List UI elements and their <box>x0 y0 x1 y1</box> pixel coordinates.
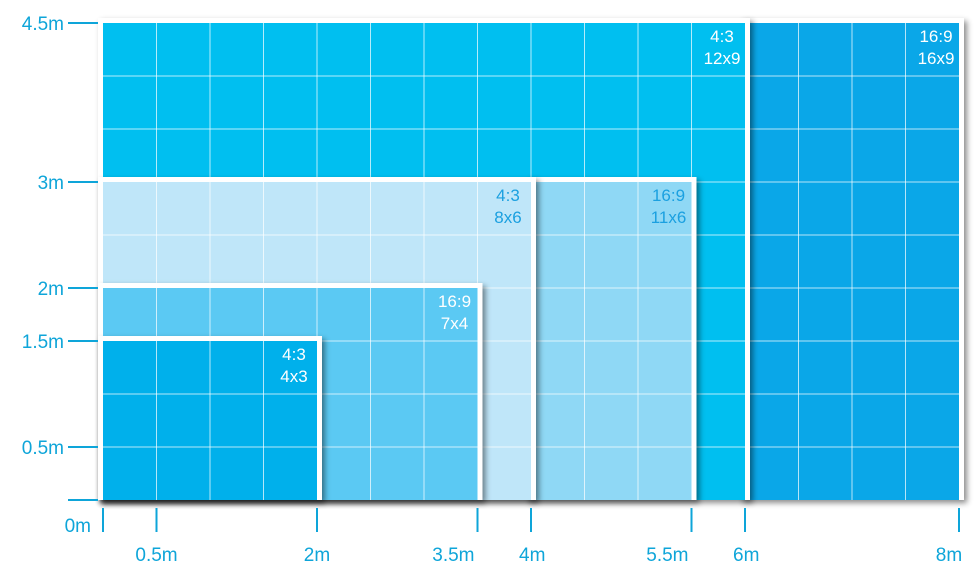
y-tick-label: 1.5m <box>22 332 64 353</box>
screen-grid-label: 8x6 <box>494 208 521 227</box>
origin-label: 0m <box>65 516 91 537</box>
screen-ratio-label: 4:3 <box>710 27 734 46</box>
y-tick-label: 0.5m <box>22 438 64 459</box>
screen-16-9-11x6: 16:9 11x6 <box>526 177 697 500</box>
x-tick-label: 3.5m <box>432 545 474 565</box>
x-tick-label: 5.5m <box>646 545 688 565</box>
x-tick-label: 0.5m <box>135 545 177 565</box>
x-tick-label: 4m <box>519 545 545 565</box>
x-tick-label: 6m <box>733 545 759 565</box>
screen-grid-label: 4x3 <box>280 367 307 386</box>
screen-grid-label: 16x9 <box>918 49 955 68</box>
axes-layer: 4.5m 3m 2m 1.5m 0.5m 0m 0.5m 2m 3.5m 4m 5.5m 6m 8m <box>22 14 962 565</box>
y-tick-label: 2m <box>38 279 64 300</box>
y-axis: 4.5m 3m 2m 1.5m 0.5m 0m <box>22 14 98 537</box>
screens-layer: 16:916x94:312x916:911x64:38x616:97x44:34… <box>98 18 964 500</box>
screen-16-9-16x9: 16:9 16x9 <box>740 18 964 500</box>
x-axis: 0.5m 2m 3.5m 4m 5.5m 6m 8m <box>102 508 962 565</box>
screen-ratio-label: 4:3 <box>496 186 520 205</box>
screen-ratio-label: 16:9 <box>919 27 952 46</box>
x-tick-label: 8m <box>936 545 962 565</box>
screen-grid-label: 11x6 <box>651 208 687 227</box>
y-tick-label: 3m <box>38 173 64 194</box>
screen-ratio-label: 16:9 <box>438 292 471 311</box>
screen-ratio-label: 4:3 <box>282 345 306 364</box>
x-tick-label: 2m <box>304 545 330 565</box>
screen-grid-label: 12x9 <box>704 49 741 68</box>
y-tick-label: 4.5m <box>22 14 64 35</box>
screen-grid-label: 7x4 <box>441 314 468 333</box>
screen-ratio-label: 16:9 <box>652 186 685 205</box>
